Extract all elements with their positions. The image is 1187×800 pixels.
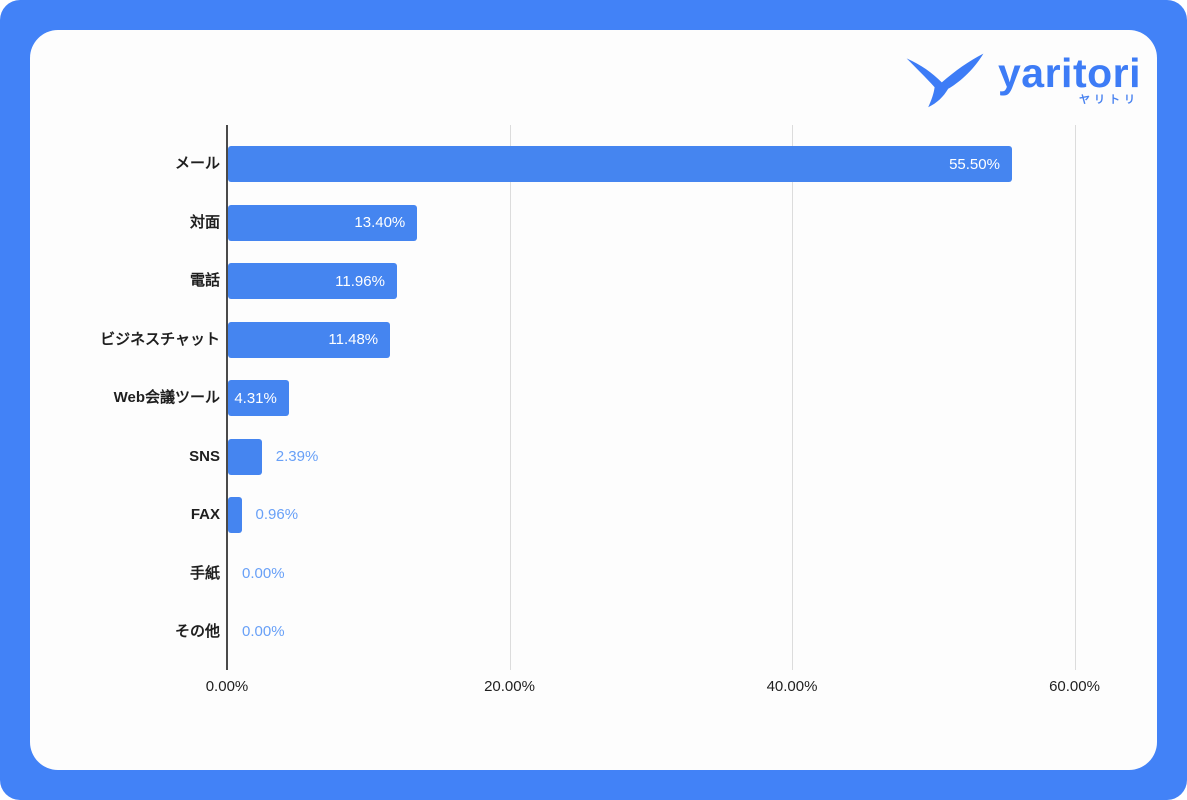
value-label-outside: 0.96% [255,506,299,523]
horizontal-bar-chart: 0.00% 20.00% 40.00% 60.00% メール 55.50% 対面 13.40%… [30,30,1157,770]
value-label-outside: 2.39% [275,447,319,465]
chart-bar [228,497,242,533]
category-label: Web会議ツール [113,389,220,406]
chart-bar: 13.40% [228,204,418,241]
chart-bar: 4.31% [228,380,289,416]
value-label-inside: 11.96% [335,272,385,290]
value-label-inside: 4.31% [234,389,277,407]
category-label: 対面 [189,213,220,231]
category-label: その他 [174,623,220,640]
category-label: SNS [189,447,220,465]
gridline [792,125,793,670]
logo-kana-subtitle: ヤリトリ [1079,93,1139,106]
category-label: 手紙 [189,564,220,582]
value-label-outside: 0.00% [242,564,285,582]
yaritori-logo: yaritori ヤリトリ [902,52,1141,108]
category-label: 電話 [189,272,220,289]
value-label-inside: 55.50% [949,155,1000,173]
value-label-outside: 0.00% [242,623,285,640]
category-label: メール [174,155,220,172]
bird-icon [906,53,984,108]
x-axis-tick-label: 40.00% [766,678,818,695]
category-label: ビジネスチャット [100,330,220,348]
x-axis-tick-label: 0.00% [205,678,249,695]
chart-bar: 11.48% [228,321,391,358]
logo-text: yaritori ヤリトリ [998,49,1141,107]
category-label: FAX [190,506,220,523]
chart-bar [228,438,262,475]
x-axis-tick-label: 60.00% [1049,678,1100,695]
chart-bar: 11.96% [228,263,397,299]
value-label-inside: 13.40% [354,214,406,231]
gridline [509,125,511,670]
chart-bar: 55.50% [228,146,1012,182]
x-axis-tick-label: 20.00% [484,678,535,695]
value-label-inside: 11.48% [328,331,379,348]
logo-wordmark: yaritori [998,49,1141,96]
gridline [226,125,228,670]
chart-card: yaritori ヤリトリ 0.00% 20.00% 40.00% 60.00% メール… [30,30,1157,770]
gridline [1074,125,1076,670]
